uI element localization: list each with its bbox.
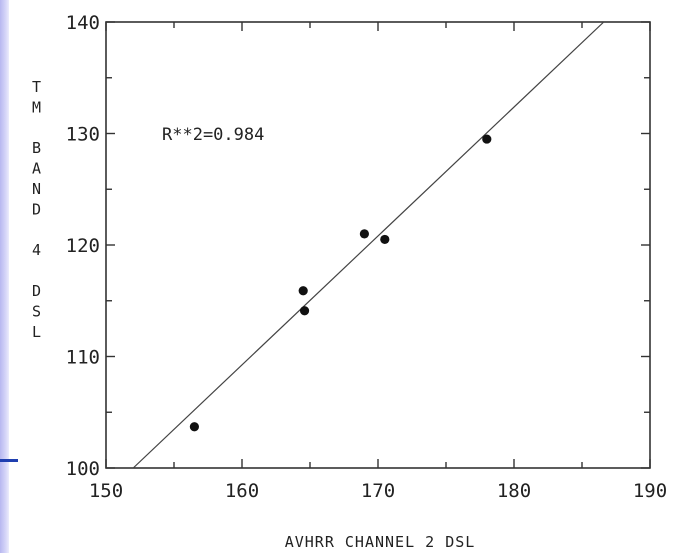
y-axis-title-char: D	[32, 200, 42, 218]
y-axis-title-char: S	[32, 302, 42, 320]
x-tick-label: 180	[497, 480, 531, 502]
y-axis-title-char: M	[32, 98, 42, 116]
y-tick-label: 140	[66, 12, 100, 34]
data-point	[189, 422, 199, 432]
y-axis-title-char: N	[32, 180, 42, 198]
y-axis-title-char: A	[32, 160, 42, 178]
x-tick-label: 190	[633, 480, 667, 502]
left-decor-band	[0, 0, 9, 553]
data-point	[299, 306, 310, 316]
tick-labels: 150 160 170 180 190 100 110 120 130 140	[66, 12, 667, 502]
y-axis-title-char: B	[32, 139, 42, 157]
x-tick-label: 160	[225, 480, 259, 502]
plot-border	[105, 21, 651, 469]
data-point	[380, 234, 390, 245]
data-point	[298, 286, 308, 296]
x-axis-title: AVHRR CHANNEL 2 DSL	[285, 533, 476, 551]
y-tick-label: 130	[66, 124, 100, 146]
y-tick-label: 110	[66, 347, 100, 369]
regression-line	[132, 22, 605, 468]
r-squared-annotation: R**2=0.984	[162, 125, 264, 145]
plot-frame	[105, 21, 651, 469]
y-axis-title-char: T	[32, 78, 42, 96]
regression-line-group	[132, 22, 605, 468]
y-axis-title-char: 4	[32, 241, 42, 259]
y-tick-label: 100	[66, 458, 100, 480]
y-tick-label: 120	[66, 235, 100, 257]
y-axis-title-char: D	[32, 282, 42, 300]
data-point	[359, 229, 369, 239]
x-tick-label: 170	[361, 480, 395, 502]
axis-ticks	[105, 21, 651, 469]
x-tick-label: 150	[89, 480, 123, 502]
y-axis-title-char: L	[32, 323, 42, 341]
data-point	[482, 134, 492, 144]
data-points	[189, 134, 492, 432]
blue-decor-mark	[0, 459, 18, 462]
